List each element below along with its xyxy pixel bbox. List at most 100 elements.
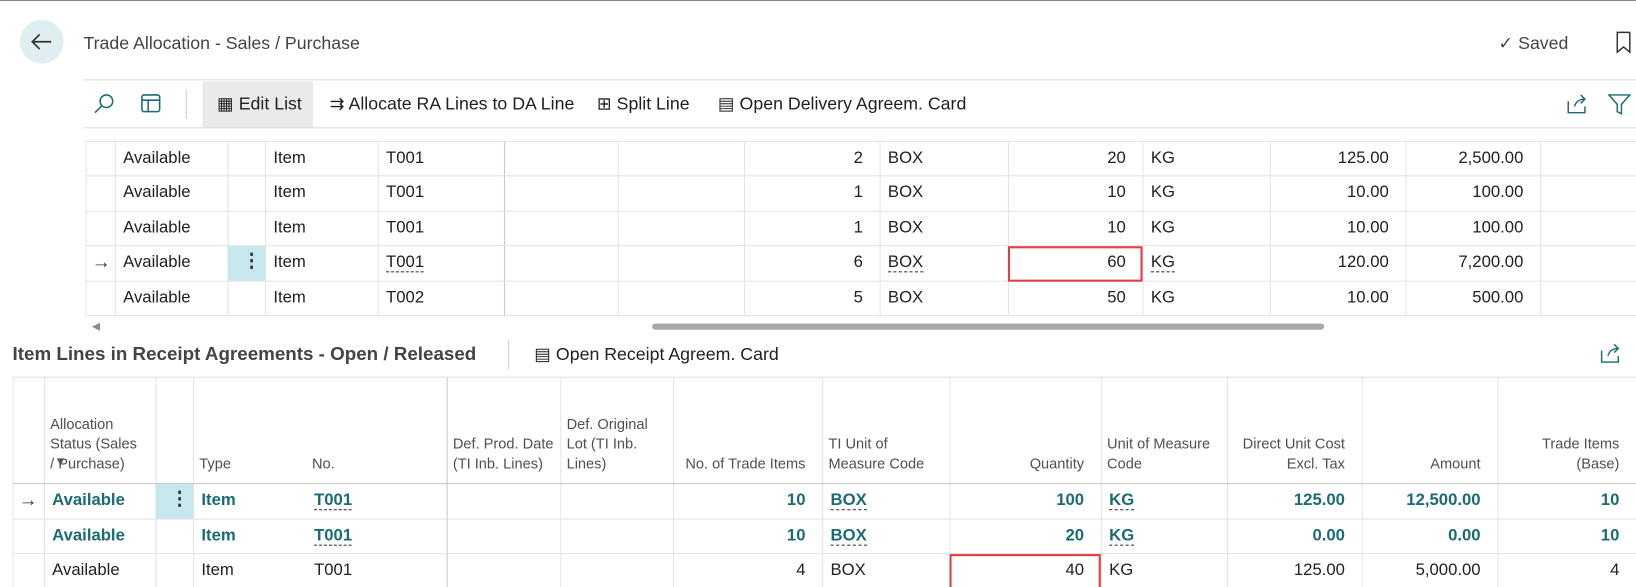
section-title: Item Lines in Receipt Agreements - Open … [12, 343, 477, 365]
column-divider [155, 377, 157, 587]
cell-text: 5,000.00 [1415, 561, 1481, 580]
row-dots[interactable] [227, 246, 266, 281]
cell-text: KG [1109, 526, 1135, 546]
cell: 125.00 [1270, 141, 1406, 176]
cell: Item [193, 518, 306, 553]
cell-text: BOX [830, 561, 866, 580]
cell: KG [1143, 245, 1270, 280]
highlight-box [1007, 246, 1143, 282]
cell: 10.00 [1270, 211, 1406, 246]
row-divider [85, 175, 1636, 177]
column-header[interactable]: Type [199, 454, 231, 472]
cell-text[interactable]: KG [1109, 491, 1135, 511]
cell-text[interactable]: T001 [386, 253, 425, 273]
cell: BOX [880, 280, 1008, 315]
row-divider [85, 245, 1636, 247]
row-menu[interactable]: ⋮ [170, 488, 189, 510]
cell: 20 [1008, 141, 1143, 176]
cell-text: 0.00 [1312, 526, 1345, 545]
cell: 100.00 [1405, 211, 1540, 246]
cell-text: 20 [1107, 149, 1126, 167]
column-header[interactable]: Quantity [1029, 454, 1085, 472]
bookmark-icon[interactable] [1615, 31, 1632, 54]
cell: 1 [744, 176, 880, 211]
allocate-button[interactable]: ⇉ Allocate RA Lines to DA Line [329, 93, 575, 114]
column-header[interactable]: Direct Unit Cost Excl. Tax [1242, 435, 1345, 472]
column-divider [879, 140, 881, 316]
cell-text[interactable]: BOX [887, 253, 924, 273]
cell-text: 100.00 [1472, 218, 1524, 237]
cell: KG [1101, 483, 1227, 518]
column-divider [672, 377, 675, 587]
layout-icon[interactable] [140, 93, 163, 116]
edit-list-button[interactable]: ▦ Edit List [217, 93, 302, 114]
cell: 10 [1008, 176, 1143, 211]
action-label: Open Delivery Agreem. Card [739, 93, 967, 114]
column-divider [1142, 140, 1144, 316]
cell-text: BOX [830, 526, 867, 546]
cell: 10 [673, 483, 822, 518]
column-header[interactable]: Unit of Measure Code [1107, 435, 1211, 472]
cell-text: 2,500.00 [1458, 149, 1524, 167]
search-icon[interactable] [92, 92, 117, 117]
cell-text: 10 [1600, 526, 1620, 545]
column-divider [114, 140, 116, 316]
cell-text: 10 [1107, 184, 1126, 202]
cell-text[interactable]: BOX [830, 491, 867, 511]
cell: T002 [378, 280, 504, 315]
cell: 100.00 [1405, 176, 1540, 211]
row-dots[interactable] [155, 484, 194, 519]
column-header[interactable]: Trade Items (Base) [1541, 435, 1620, 472]
cell-text: Item [273, 149, 306, 167]
column-divider [1100, 377, 1102, 587]
scrollbar[interactable] [652, 323, 1325, 330]
cell-text[interactable]: T001 [314, 491, 353, 511]
cell: 10 [1008, 211, 1143, 246]
cell: Available [44, 518, 156, 553]
split-line-button[interactable]: ⊞ Split Line [596, 93, 690, 114]
column-divider [1007, 140, 1009, 316]
cell-text: KG [1150, 288, 1175, 307]
cell: 4 [673, 553, 822, 587]
scroll-left[interactable]: ◀ [91, 321, 100, 333]
cell: Item [193, 483, 306, 518]
column-divider [822, 377, 824, 587]
row-menu[interactable]: ⋮ [242, 250, 261, 272]
cell-text: KG [1150, 149, 1175, 167]
column-header[interactable]: No. [311, 454, 335, 472]
cell: 2 [744, 141, 880, 176]
row-divider [85, 210, 1636, 212]
cell-text: 7,200.00 [1458, 253, 1524, 272]
saved-status: ✓ Saved [1498, 33, 1569, 54]
cell-text[interactable]: KG [1150, 253, 1175, 273]
column-header[interactable]: Amount [1430, 454, 1481, 472]
cell-text: 100.00 [1472, 184, 1524, 202]
cell: 2,500.00 [1405, 141, 1540, 176]
column-header[interactable]: Def. Prod. Date (TI Inb. Lines) [452, 435, 554, 472]
column-header[interactable]: Def. Original Lot (TI Inb. Lines) [566, 415, 648, 472]
cell-text: 10.00 [1346, 184, 1389, 202]
back-button[interactable] [19, 19, 65, 65]
column-header[interactable]: Allocation Status (Sales / Purchase) [50, 415, 137, 472]
cell: BOX [880, 245, 1008, 280]
cell-text: 10 [1107, 218, 1126, 237]
row-marker: → [91, 251, 111, 273]
open-receipt-button[interactable]: ▤ Open Receipt Agreem. Card [534, 344, 779, 365]
cell-text: Item [201, 526, 236, 545]
cell-text: 20 [1065, 526, 1085, 545]
cell-text: 60 [1107, 253, 1126, 272]
open-delivery-button[interactable]: ▤ Open Delivery Agreem. Card [717, 93, 967, 114]
cell-text: 10.00 [1346, 288, 1389, 307]
grid-top-border [83, 127, 1636, 129]
filter-icon[interactable] [1607, 93, 1631, 116]
page-title: Trade Allocation - Sales / Purchase [83, 33, 360, 54]
cell: Item [193, 553, 306, 587]
column-header[interactable]: No. of Trade Items [685, 454, 806, 472]
column-header[interactable]: TI Unit of Measure Code [828, 435, 925, 472]
cell-text: Item [273, 288, 306, 307]
share-icon[interactable] [1565, 93, 1588, 116]
column-divider [377, 140, 379, 316]
cell-text: Item [273, 218, 306, 237]
share-icon[interactable] [1598, 342, 1621, 365]
